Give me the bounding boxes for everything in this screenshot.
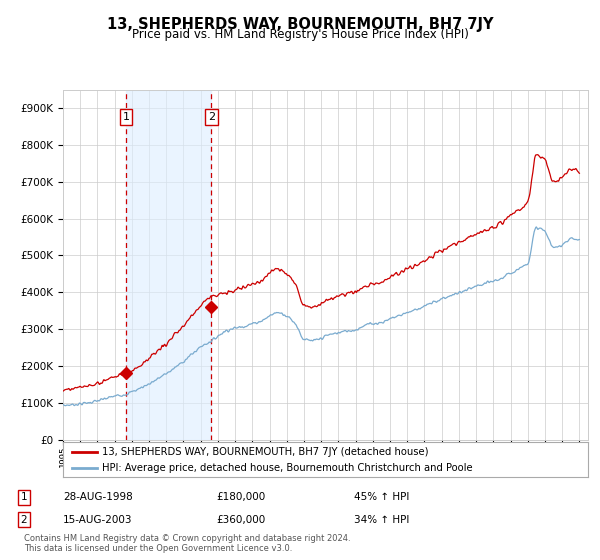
Bar bbox=[126, 90, 211, 440]
Text: 1: 1 bbox=[122, 112, 130, 122]
Text: 13, SHEPHERDS WAY, BOURNEMOUTH, BH7 7JY (detached house): 13, SHEPHERDS WAY, BOURNEMOUTH, BH7 7JY … bbox=[103, 447, 429, 457]
Text: 2: 2 bbox=[20, 515, 28, 525]
Text: 45% ↑ HPI: 45% ↑ HPI bbox=[354, 492, 409, 502]
Text: HPI: Average price, detached house, Bournemouth Christchurch and Poole: HPI: Average price, detached house, Bour… bbox=[103, 463, 473, 473]
Text: Contains HM Land Registry data © Crown copyright and database right 2024.
This d: Contains HM Land Registry data © Crown c… bbox=[24, 534, 350, 553]
Text: 34% ↑ HPI: 34% ↑ HPI bbox=[354, 515, 409, 525]
Text: 13, SHEPHERDS WAY, BOURNEMOUTH, BH7 7JY: 13, SHEPHERDS WAY, BOURNEMOUTH, BH7 7JY bbox=[107, 17, 493, 32]
Text: £360,000: £360,000 bbox=[216, 515, 265, 525]
Text: Price paid vs. HM Land Registry's House Price Index (HPI): Price paid vs. HM Land Registry's House … bbox=[131, 28, 469, 41]
Text: 15-AUG-2003: 15-AUG-2003 bbox=[63, 515, 133, 525]
Text: 28-AUG-1998: 28-AUG-1998 bbox=[63, 492, 133, 502]
Text: £180,000: £180,000 bbox=[216, 492, 265, 502]
Text: 1: 1 bbox=[20, 492, 28, 502]
Text: 2: 2 bbox=[208, 112, 215, 122]
